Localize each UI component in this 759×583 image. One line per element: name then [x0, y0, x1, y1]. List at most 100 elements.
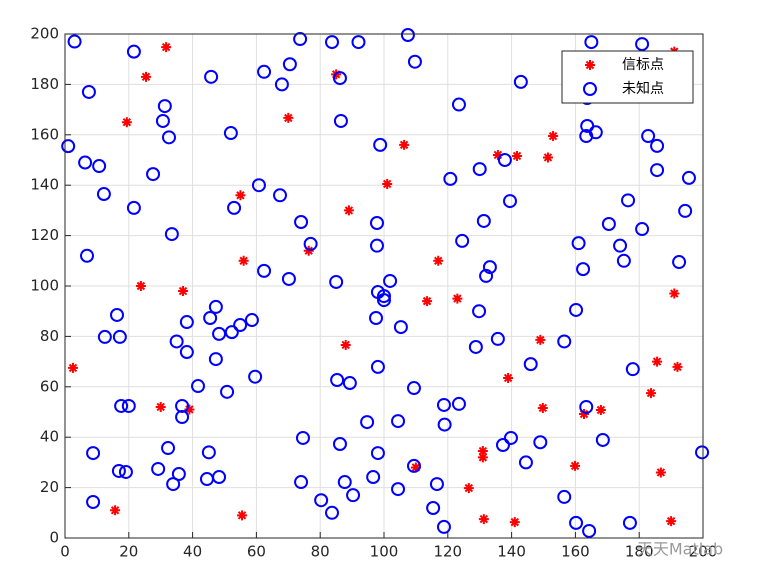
circle-point — [282, 57, 297, 72]
asterisk-point — [595, 404, 606, 415]
x-tick-label: 20 — [119, 543, 138, 561]
asterisk-point — [579, 409, 590, 420]
circle-point — [443, 171, 458, 186]
circle-point — [650, 163, 665, 178]
circle-point — [329, 274, 344, 289]
y-tick-label: 200 — [30, 25, 59, 43]
circle-point — [293, 32, 308, 47]
asterisk-point — [570, 460, 581, 471]
circle-point — [625, 362, 640, 377]
asterisk-point — [382, 178, 393, 189]
circle-point — [325, 35, 340, 50]
x-tick-label: 40 — [183, 543, 202, 561]
circle-point — [201, 445, 216, 460]
circle-point — [61, 139, 76, 154]
asterisk-point — [121, 117, 132, 128]
circle-point — [257, 64, 272, 79]
circle-point — [169, 334, 184, 349]
circle-point — [333, 113, 348, 128]
circle-point — [497, 153, 512, 167]
circle-point — [557, 489, 572, 504]
circle-point — [78, 155, 93, 170]
circle-point — [179, 345, 194, 360]
circle-point — [377, 293, 391, 308]
circle-point — [204, 69, 219, 84]
circle-point — [109, 307, 124, 322]
circle-point — [576, 262, 591, 277]
asterisk-point — [646, 388, 657, 399]
circle-point — [273, 188, 288, 203]
asterisk-point — [178, 286, 189, 297]
circle-point — [370, 446, 385, 461]
circle-point — [294, 214, 309, 229]
circle-point — [166, 477, 181, 492]
circle-point — [161, 441, 176, 456]
circle-point — [503, 430, 518, 445]
legend-marker — [583, 82, 597, 96]
axes-box — [64, 33, 704, 539]
circle-point — [220, 384, 235, 399]
circle-point — [373, 137, 388, 152]
circle-point — [337, 475, 352, 490]
circle-point — [295, 430, 310, 445]
circle-point — [455, 233, 470, 248]
asterisk-point — [184, 404, 195, 415]
asterisk-point — [283, 112, 294, 123]
circle-point — [274, 77, 289, 92]
x-tick-label: 200 — [689, 543, 718, 561]
asterisk-point — [422, 296, 433, 307]
x-tick-label: 140 — [497, 543, 526, 561]
circle-point — [523, 357, 538, 372]
circle-point — [595, 432, 610, 447]
asterisk-point — [492, 149, 503, 160]
circle-point — [650, 138, 665, 153]
circle-point — [80, 248, 95, 263]
x-tick-label: 0 — [60, 543, 70, 561]
circle-point — [346, 488, 361, 503]
circle-point — [223, 126, 238, 141]
y-tick-label: 160 — [30, 125, 59, 143]
circle-point — [248, 369, 263, 384]
circle-point — [437, 417, 452, 432]
asterisk-point — [655, 467, 666, 478]
circle-point — [622, 515, 637, 530]
y-tick-label: 60 — [40, 377, 59, 395]
x-tick-label: 80 — [311, 543, 330, 561]
circle-point — [360, 415, 375, 430]
x-tick-label: 180 — [625, 543, 654, 561]
y-tick-label: 0 — [49, 529, 59, 547]
circle-point — [377, 289, 391, 304]
circle-point — [451, 97, 466, 112]
asterisk-point — [535, 334, 546, 345]
circle-point — [518, 455, 533, 470]
y-tick-label: 180 — [30, 75, 59, 93]
circle-point — [161, 130, 176, 145]
asterisk-point — [542, 152, 553, 163]
circle-point — [97, 329, 112, 344]
asterisk-point — [340, 339, 351, 350]
circle-point — [155, 113, 170, 128]
circle-point — [426, 501, 441, 516]
y-tick-label: 120 — [30, 226, 59, 244]
asterisk-point — [463, 483, 474, 494]
circle-point — [533, 435, 548, 450]
circle-point — [641, 129, 656, 144]
circle-point — [227, 200, 242, 215]
circle-point — [342, 376, 357, 391]
circle-point — [191, 379, 206, 394]
circle-point — [126, 200, 141, 215]
circle-point — [429, 477, 444, 492]
circle-point — [281, 271, 296, 286]
circle-point — [391, 482, 406, 497]
circle-point — [681, 170, 696, 185]
circle-point — [579, 399, 594, 414]
circle-point — [332, 71, 347, 86]
circle-point — [468, 339, 483, 354]
circle-point — [383, 273, 398, 288]
circle-point — [151, 461, 166, 476]
circle-point — [635, 37, 650, 52]
circle-point — [479, 268, 494, 283]
circle-point — [86, 446, 101, 461]
asterisk-point — [548, 131, 559, 142]
